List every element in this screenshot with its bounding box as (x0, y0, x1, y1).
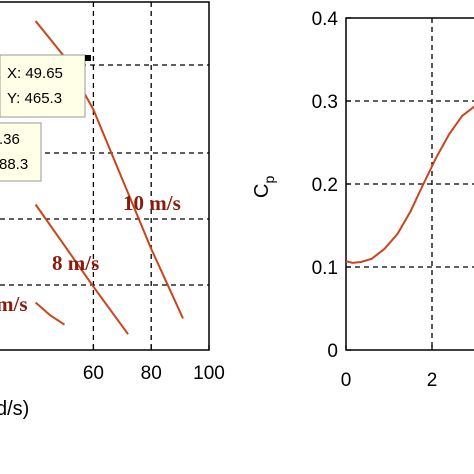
y-axis-label-main: C (251, 184, 273, 198)
data-tip-y: 88.3 (0, 156, 28, 173)
curve-label: 8 m/s (52, 251, 99, 275)
curve-label: m/s (0, 292, 28, 316)
series-line (34, 301, 66, 326)
y-axis-label-subscript: p (261, 176, 277, 184)
y-tick-label: 0.1 (312, 258, 338, 279)
left-power-chart: 60 80 100 d/s) 10 m/s 8 m/s m/s X: 49.65 Y: 465.… (0, 1, 225, 420)
data-tip-marker (85, 55, 91, 61)
data-tip-x: X: 49.65 (7, 65, 63, 82)
data-tip: .36 88.3 (0, 122, 42, 182)
x-tick-label: 0 (341, 370, 352, 391)
series-line (34, 203, 129, 335)
plot-frame (0, 1, 210, 351)
x-tick-label: 60 (83, 363, 104, 384)
y-tick-label: 0.3 (312, 92, 338, 113)
series-line (345, 105, 474, 264)
x-axis-label: d/s) (0, 398, 29, 420)
x-tick-label: 80 (141, 363, 162, 384)
y-tick-label: 0.4 (312, 9, 339, 30)
y-axis-label: Cp (251, 176, 277, 198)
data-tip-y: Y: 465.3 (7, 90, 62, 107)
data-tip-box (0, 122, 42, 182)
data-tip: X: 49.65 Y: 465.3 (0, 54, 91, 118)
data-tip-box (0, 54, 86, 118)
curve-label: 10 m/s (123, 191, 181, 215)
series-line (34, 20, 184, 319)
y-tick-label: 0.2 (312, 175, 338, 196)
data-tip-x: .36 (0, 131, 20, 148)
y-tick-label: 0 (327, 341, 338, 362)
right-cp-chart: 0 0.1 0.2 0.3 0.4 0 2 Cp (251, 9, 474, 391)
x-tick-label: 2 (427, 370, 438, 391)
x-tick-label: 100 (193, 363, 225, 384)
